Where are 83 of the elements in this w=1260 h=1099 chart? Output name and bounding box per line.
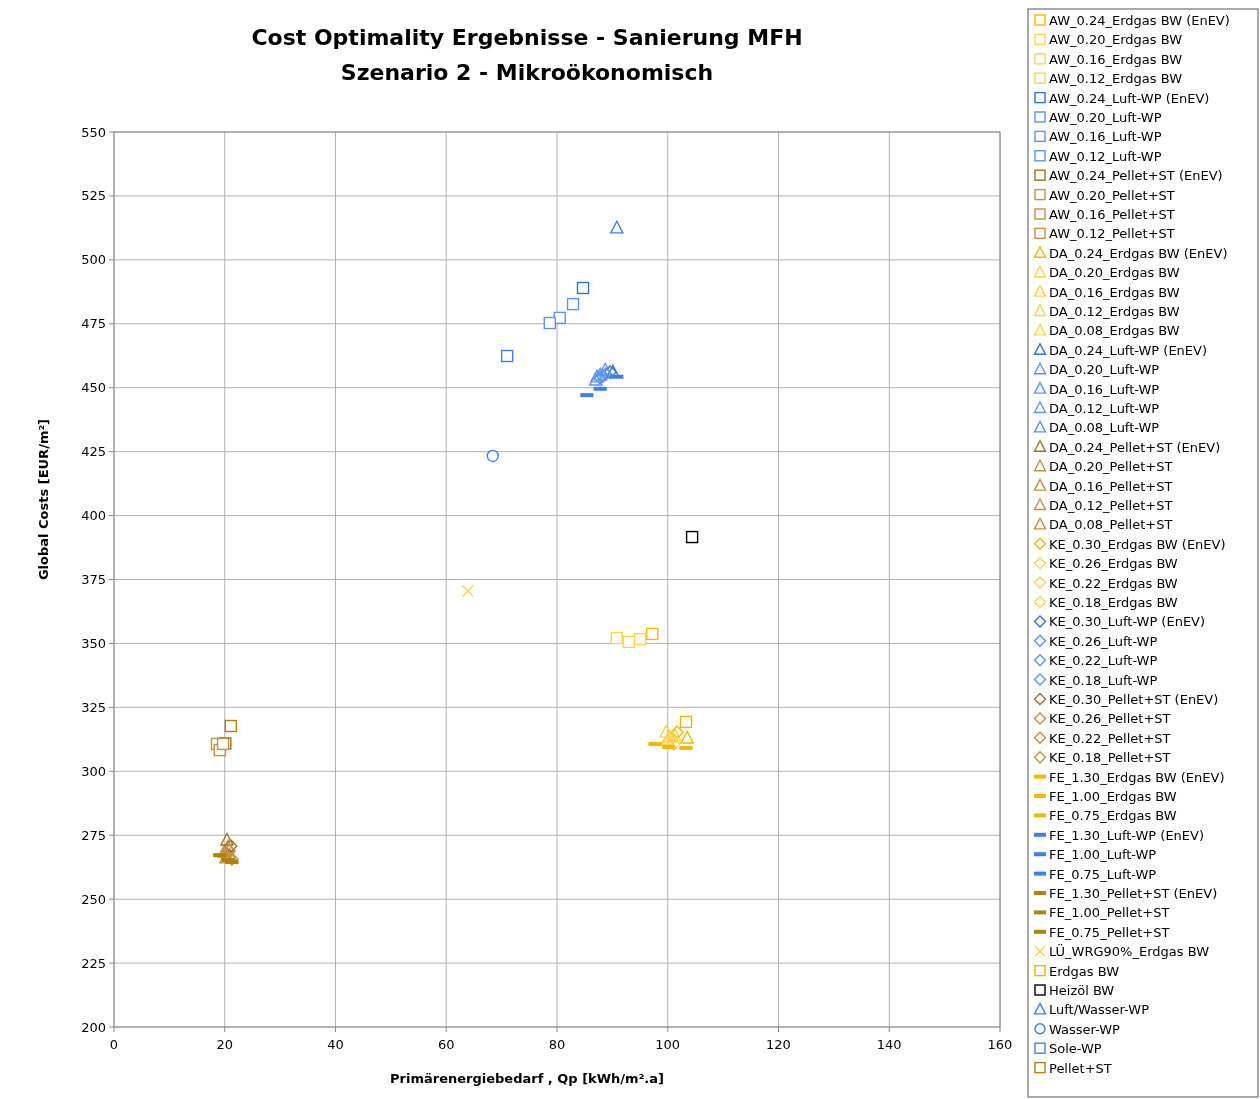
legend-label: DA_0.16_Pellet+ST xyxy=(1049,478,1173,494)
legend-label: FE_1.30_Luft-WP (EnEV) xyxy=(1049,827,1205,843)
legend-label: DA_0.08_Luft-WP xyxy=(1049,420,1160,436)
y-tick-label: 275 xyxy=(81,827,106,843)
legend-label: AW_0.12_Luft-WP xyxy=(1049,148,1162,164)
legend-label: FE_1.00_Luft-WP xyxy=(1049,847,1157,863)
legend-label: FE_0.75_Pellet+ST xyxy=(1049,924,1170,940)
legend-label: KE_0.22_Pellet+ST xyxy=(1049,730,1171,746)
legend-label: Sole-WP xyxy=(1049,1041,1102,1057)
x-tick-label: 140 xyxy=(876,1037,902,1052)
legend-label: AW_0.20_Luft-WP xyxy=(1049,110,1162,125)
legend-label: DA_0.12_Pellet+ST xyxy=(1049,498,1173,513)
legend-label: DA_0.20_Erdgas BW xyxy=(1049,265,1180,281)
x-tick-label: 160 xyxy=(987,1037,1013,1052)
x-tick-label: 120 xyxy=(766,1037,791,1052)
y-tick-label: 425 xyxy=(81,444,106,460)
x-tick-label: 100 xyxy=(655,1037,681,1052)
legend-label: DA_0.20_Pellet+ST xyxy=(1049,459,1173,475)
x-tick-label: 20 xyxy=(216,1037,234,1052)
legend-label: KE_0.30_Erdgas BW (EnEV) xyxy=(1049,536,1226,552)
legend-label: KE_0.22_Erdgas BW xyxy=(1049,575,1178,591)
chart-title: Cost Optimality Ergebnisse - Sanierung MFH xyxy=(251,25,803,50)
y-tick-label: 250 xyxy=(81,891,106,907)
y-axis-title: Global Costs [EUR/m²] xyxy=(36,418,51,581)
x-tick-label: 80 xyxy=(548,1037,566,1052)
legend-label: Luft/Wasser-WP xyxy=(1049,1002,1150,1018)
legend-label: DA_0.20_Luft-WP xyxy=(1049,362,1160,378)
x-axis-title: Primärenergiebedarf , Qp [kWh/m².a] xyxy=(390,1071,664,1086)
legend-label: AW_0.24_Luft-WP (EnEV) xyxy=(1049,90,1210,106)
legend-label: DA_0.16_Erdgas BW xyxy=(1049,284,1180,300)
legend-label: LÜ_WRG90%_Erdgas BW xyxy=(1049,943,1210,960)
legend-label: AW_0.16_Pellet+ST xyxy=(1049,207,1175,222)
legend-label: KE_0.18_Pellet+ST xyxy=(1049,750,1171,766)
legend-label: KE_0.26_Luft-WP xyxy=(1049,633,1158,649)
y-tick-label: 325 xyxy=(81,699,106,715)
y-tick-label: 350 xyxy=(81,635,106,651)
legend-label: FE_0.75_Erdgas BW xyxy=(1049,808,1177,824)
legend-label: DA_0.24_Pellet+ST (EnEV) xyxy=(1049,439,1221,455)
legend-label: KE_0.30_Pellet+ST (EnEV) xyxy=(1049,692,1219,707)
y-tick-label: 500 xyxy=(81,252,106,268)
y-tick-label: 375 xyxy=(81,572,106,587)
legend-label: KE_0.30_Luft-WP (EnEV) xyxy=(1049,614,1206,630)
legend-label: DA_0.24_Erdgas BW (EnEV) xyxy=(1049,245,1228,261)
legend-label: DA_0.08_Erdgas BW xyxy=(1049,323,1180,339)
legend-label: AW_0.12_Erdgas BW xyxy=(1049,71,1183,87)
legend-label: FE_0.75_Luft-WP xyxy=(1049,866,1157,882)
x-tick-label: 0 xyxy=(109,1037,119,1052)
legend-label: AW_0.20_Pellet+ST xyxy=(1049,187,1175,203)
legend-label: FE_1.00_Pellet+ST xyxy=(1049,905,1170,921)
y-tick-label: 400 xyxy=(81,508,106,524)
y-tick-label: 525 xyxy=(81,188,106,204)
legend-label: FE_1.00_Erdgas BW xyxy=(1049,789,1177,804)
y-tick-label: 475 xyxy=(81,316,106,332)
legend-label: DA_0.24_Luft-WP (EnEV) xyxy=(1049,342,1208,358)
legend-label: DA_0.16_Luft-WP xyxy=(1049,381,1160,397)
legend-label: DA_0.12_Erdgas BW xyxy=(1049,304,1180,319)
legend-label: FE_1.30_Erdgas BW (EnEV) xyxy=(1049,769,1225,785)
y-tick-label: 450 xyxy=(81,380,106,396)
legend-label: AW_0.12_Pellet+ST xyxy=(1049,226,1175,242)
legend-label: FE_1.30_Pellet+ST (EnEV) xyxy=(1049,886,1218,901)
y-tick-label: 300 xyxy=(81,763,106,779)
legend-label: DA_0.12_Luft-WP xyxy=(1049,401,1160,416)
y-tick-label: 225 xyxy=(81,955,106,971)
y-tick-label: 550 xyxy=(81,124,106,140)
legend-label: KE_0.26_Pellet+ST xyxy=(1049,711,1171,727)
x-tick-label: 40 xyxy=(327,1037,344,1052)
legend-label: KE_0.22_Luft-WP xyxy=(1049,653,1158,669)
legend-label: Heizöl BW xyxy=(1049,983,1115,998)
legend-label: Wasser-WP xyxy=(1049,1021,1121,1037)
x-tick-label: 60 xyxy=(437,1037,455,1052)
legend-label: AW_0.24_Pellet+ST (EnEV) xyxy=(1049,168,1223,184)
legend-label: DA_0.08_Pellet+ST xyxy=(1049,517,1173,533)
legend-label: AW_0.20_Erdgas BW xyxy=(1049,32,1183,48)
legend-label: KE_0.26_Erdgas BW xyxy=(1049,556,1178,572)
legend-label: KE_0.18_Luft-WP xyxy=(1049,672,1158,688)
legend-label: KE_0.18_Erdgas BW xyxy=(1049,595,1178,610)
legend-label: Erdgas BW xyxy=(1049,963,1120,979)
legend-label: AW_0.24_Erdgas BW (EnEV) xyxy=(1049,13,1230,28)
y-tick-label: 200 xyxy=(81,1019,106,1035)
chart-subtitle: Szenario 2 - Mikroökonomisch xyxy=(340,60,714,85)
legend-label: AW_0.16_Luft-WP xyxy=(1049,129,1162,145)
legend-label: AW_0.16_Erdgas BW xyxy=(1049,51,1183,67)
legend-label: Pellet+ST xyxy=(1049,1060,1112,1076)
